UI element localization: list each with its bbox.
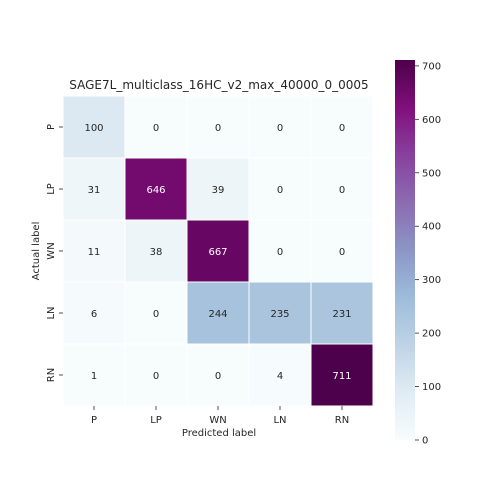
- cell-value-label: 0: [215, 123, 221, 134]
- cell-value-label: 0: [339, 185, 345, 196]
- cell-value-label: 0: [339, 123, 345, 134]
- chart-title: SAGE7L_multiclass_16HC_v2_max_40000_0_00…: [69, 78, 368, 92]
- cell-value-label: 0: [339, 247, 345, 258]
- cell-value-label: 11: [88, 247, 101, 258]
- cell-value-label: 38: [150, 247, 163, 258]
- cell-value-label: 0: [277, 185, 283, 196]
- heatmap-cell: [124, 95, 188, 159]
- y-tick-labels: P LP WN LN RN: [46, 124, 63, 382]
- cell-value-label: 0: [277, 123, 283, 134]
- colorbar-tick-label: 200: [422, 329, 441, 340]
- cell-value-label: 1: [91, 371, 97, 382]
- cell-value-label: 100: [84, 123, 103, 134]
- heatmap-cell: [62, 343, 126, 407]
- colorbar-tick-label: 600: [422, 115, 441, 126]
- cell-value-label: 244: [208, 309, 227, 320]
- heatmap-cell: [310, 281, 374, 345]
- colorbar-tick-label: 400: [422, 222, 441, 233]
- heatmap-cell: [310, 157, 374, 221]
- x-tick-label: RN: [335, 415, 349, 426]
- heatmap-cell: [124, 343, 188, 407]
- heatmap-cell: [124, 281, 188, 345]
- heatmap-cell: [62, 95, 126, 159]
- cell-value-label: 0: [153, 309, 159, 320]
- x-tick-label: LP: [150, 415, 162, 426]
- colorbar-tick-label: 300: [422, 275, 441, 286]
- cell-value-label: 31: [88, 185, 101, 196]
- cell-value-label: 0: [215, 371, 221, 382]
- colorbar-tick-label: 500: [422, 168, 441, 179]
- heatmap-cell: [310, 343, 374, 407]
- cell-value-label: 0: [153, 371, 159, 382]
- x-tick-label: LN: [273, 415, 286, 426]
- x-tick-label: WN: [209, 415, 226, 426]
- heatmap-cell: [186, 95, 250, 159]
- colorbar-tick-label: 0: [422, 436, 428, 447]
- x-tick-labels: P LP WN LN RN: [91, 406, 349, 426]
- y-tick-label: LP: [46, 183, 57, 195]
- cell-value-label: 0: [277, 247, 283, 258]
- heatmap-cell: [248, 219, 312, 283]
- y-tick-label: WN: [46, 242, 57, 259]
- heatmap-cell: [248, 281, 312, 345]
- cell-value-label: 231: [332, 309, 351, 320]
- y-axis-label: Actual label: [31, 222, 42, 281]
- y-tick-label: RN: [46, 368, 57, 382]
- cell-value-label: 646: [146, 185, 165, 196]
- cell-value-label: 4: [277, 371, 283, 382]
- x-axis-label: Predicted label: [182, 428, 256, 439]
- colorbar-tick-label: 700: [422, 61, 441, 72]
- y-tick-label: LN: [46, 306, 57, 319]
- colorbar-ticks: 0 100 200 300 400 500 600 700: [415, 61, 441, 447]
- cell-value-label: 6: [91, 309, 97, 320]
- y-tick-label: P: [46, 124, 57, 130]
- cell-value-label: 0: [153, 123, 159, 134]
- heatmap-cell: [186, 157, 250, 221]
- colorbar-tick-label: 100: [422, 382, 441, 393]
- cell-value-label: 235: [270, 309, 289, 320]
- heatmap-cell: [186, 281, 250, 345]
- x-tick-label: P: [91, 415, 97, 426]
- cell-value-label: 667: [208, 247, 227, 258]
- heatmap-cell: [186, 343, 250, 407]
- colorbar: [395, 60, 415, 440]
- heatmap-cell: [124, 219, 188, 283]
- cell-value-label: 711: [332, 371, 351, 382]
- cell-value-label: 39: [212, 185, 225, 196]
